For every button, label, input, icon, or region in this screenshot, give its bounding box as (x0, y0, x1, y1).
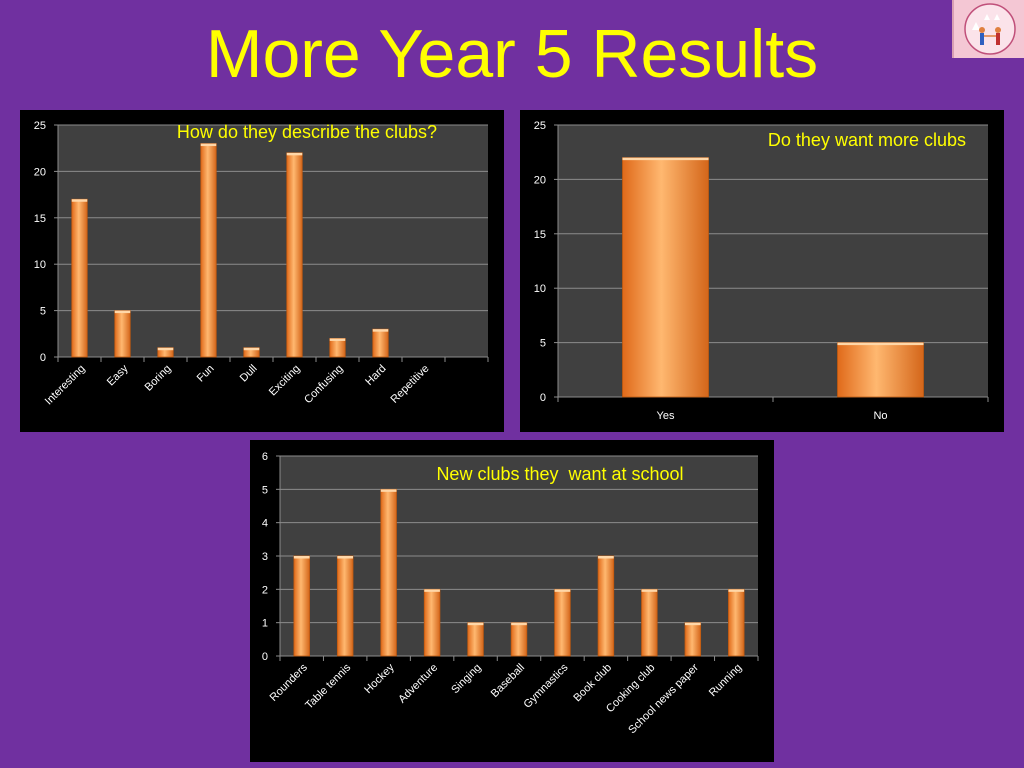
x-tick-label: Singing (449, 662, 483, 696)
bar-top-highlight (114, 310, 131, 314)
x-tick-label: Fun (195, 363, 217, 385)
y-tick-label: 25 (534, 120, 546, 132)
bar-book-club (597, 555, 615, 657)
bar-top-highlight (329, 338, 346, 341)
y-tick-label: 15 (34, 213, 46, 225)
x-tick-label: Yes (657, 410, 675, 422)
bar-top-highlight (554, 589, 571, 592)
bar-yes (622, 157, 709, 398)
x-tick-label: Baseball (489, 662, 527, 700)
x-tick-label: Gymnastics (521, 661, 570, 710)
bar-school-news-paper (684, 622, 702, 657)
y-tick-label: 6 (262, 451, 268, 463)
chart-title: Do they want more clubs (768, 130, 966, 150)
bar-fun (200, 143, 217, 358)
x-tick-label: Repetitive (389, 363, 432, 406)
bar-interesting (71, 198, 88, 358)
bar-running (728, 588, 745, 657)
y-tick-label: 1 (262, 618, 268, 630)
x-tick-label: Easy (105, 362, 131, 388)
bar-hockey (380, 488, 397, 657)
bar-top-highlight (372, 329, 389, 332)
y-tick-label: 20 (34, 166, 46, 178)
bar-top-highlight (380, 489, 397, 492)
bar-baseball (510, 622, 528, 657)
bar-table-tennis (336, 555, 354, 657)
y-tick-label: 10 (534, 283, 546, 295)
bar-hard (372, 328, 389, 358)
y-tick-label: 15 (534, 229, 546, 241)
bar-top-highlight (837, 342, 924, 346)
chart-want-more-clubs: 0 5 10 15 20 25 Yes No Do they want more clubs (520, 110, 1004, 432)
x-tick-label: Table tennis (303, 661, 353, 711)
school-logo (952, 0, 1024, 58)
x-tick-label: Dull (238, 363, 260, 385)
bar-rounders (293, 555, 310, 657)
chart-title: New clubs they want at school (436, 464, 683, 484)
slide-title: More Year 5 Results (205, 16, 819, 92)
y-tick-label: 5 (40, 306, 46, 318)
bar-top-highlight (424, 589, 440, 592)
chart-want-more-clubs-svg: 0 5 10 15 20 25 Yes No Do they want more clubs (534, 120, 989, 422)
x-tick-label: Confusing (302, 363, 346, 407)
chart-new-clubs: 0 1 2 3 4 5 6 Rounders Table tennis Hockey Adventu… (250, 440, 774, 762)
x-tick-label: Adventure (396, 662, 440, 706)
bar-adventure (423, 588, 441, 657)
y-tick-label: 0 (262, 651, 268, 663)
x-tick-label: No (873, 410, 887, 422)
x-tick-label: Hockey (362, 661, 397, 696)
bar-top-highlight (286, 152, 303, 156)
y-tick-label: 4 (262, 518, 268, 530)
bar-easy (114, 310, 131, 358)
chart-describe-clubs-svg: 0 5 10 15 20 25 Interesting Easy Boring Fun Dull Ex… (34, 120, 489, 408)
x-tick-label: Exciting (267, 363, 303, 399)
bar-gymnastics (554, 588, 571, 657)
y-tick-label: 25 (34, 120, 46, 132)
y-tick-label: 20 (534, 174, 546, 186)
school-logo-icon (964, 3, 1016, 55)
bar-top-highlight (243, 347, 260, 351)
y-tick-label: 10 (34, 259, 46, 271)
chart-describe-clubs: 0 5 10 15 20 25 Interesting Easy Boring Fun Dull Ex… (20, 110, 504, 432)
bar-singing (467, 622, 484, 657)
bar-exciting (286, 152, 303, 358)
bar-top-highlight (684, 622, 701, 626)
y-tick-label: 0 (40, 352, 46, 364)
y-tick-label: 2 (262, 584, 268, 596)
bar-top-highlight (728, 589, 745, 592)
bar-top-highlight (71, 199, 88, 202)
x-tick-label: Book club (571, 662, 614, 705)
bar-top-highlight (622, 157, 709, 161)
bar-top-highlight (641, 589, 658, 592)
bar-no (837, 342, 924, 398)
y-tick-label: 3 (262, 551, 268, 563)
bar-top-highlight (157, 347, 174, 351)
x-tick-label: Interesting (43, 363, 88, 408)
bar-confusing (329, 338, 346, 358)
bar-top-highlight (337, 556, 354, 559)
bar-top-highlight (511, 622, 527, 626)
chart-title: How do they describe the clubs? (177, 122, 437, 142)
bar-top-highlight (293, 556, 310, 559)
bar-top-highlight (467, 622, 484, 626)
y-tick-label: 0 (540, 392, 546, 404)
bar-top-highlight (598, 556, 614, 559)
y-tick-label: 5 (262, 484, 268, 496)
bar-top-highlight (200, 143, 217, 147)
x-tick-label: Rounders (268, 661, 311, 704)
bar-cooking-club (641, 588, 658, 657)
x-tick-label: Running (707, 662, 744, 699)
x-tick-label: Boring (143, 363, 174, 394)
x-tick-label: Hard (363, 363, 388, 388)
y-tick-label: 5 (540, 338, 546, 350)
